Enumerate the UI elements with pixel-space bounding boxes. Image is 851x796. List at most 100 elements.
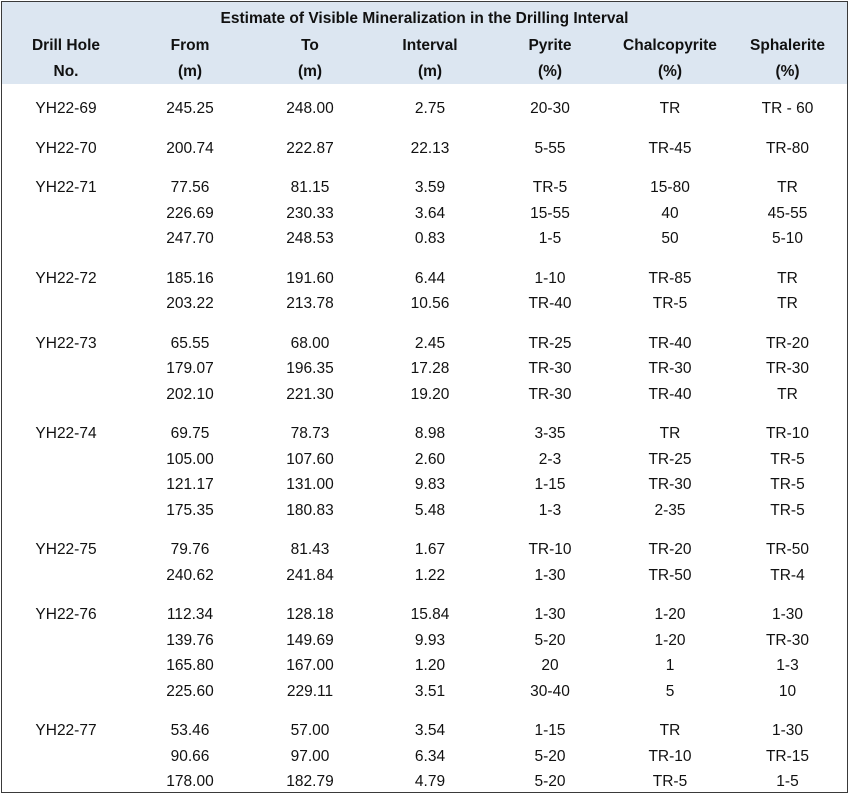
- sphalerite-cell: TR-5: [770, 476, 805, 493]
- interval-cell: 4.79: [414, 773, 446, 790]
- drill-hole-group: YH22-70 200.74 222.87 22.13 5-55 TR-45 TR-80: [2, 136, 847, 162]
- sphalerite-cell: TR-20: [765, 334, 810, 352]
- drill-hole-group: YH22-75 79.76 81.43 1.67 TR-10 TR-20 TR-50 240.…: [2, 537, 847, 588]
- chalcopyrite-cell: TR-30: [648, 476, 692, 493]
- pyrite-cell: 20: [541, 657, 559, 674]
- table-row: 175.35 180.83 5.48 1-3 2-35 TR-5: [2, 498, 847, 524]
- to-cell: 248.53: [286, 230, 334, 247]
- pyrite-cell: 5-20: [534, 773, 566, 790]
- sphalerite-cell: 45-55: [767, 204, 808, 222]
- interval-cell: 1.67: [414, 541, 446, 558]
- from-cell: 121.17: [166, 476, 214, 493]
- to-cell: 57.00: [290, 722, 330, 739]
- pyrite-cell: 5-20: [534, 747, 566, 765]
- header-from-line2: (m): [177, 63, 203, 80]
- table-title: Estimate of Visible Mineralization in th…: [220, 10, 629, 27]
- pyrite-cell: TR-10: [528, 541, 572, 558]
- chalcopyrite-cell: 15-80: [650, 179, 690, 196]
- pyrite-cell: 20-30: [530, 100, 570, 117]
- header-drill-hole-line1: Drill Hole: [31, 37, 101, 54]
- header-from-line1: From: [170, 37, 210, 54]
- chalcopyrite-cell: TR-30: [648, 360, 692, 377]
- chalcopyrite-cell: TR-45: [648, 139, 692, 157]
- header-pyrite: Pyrite (%): [490, 33, 610, 85]
- from-cell: 226.69: [166, 204, 214, 222]
- pyrite-cell: 1-15: [534, 722, 566, 739]
- header-pyrite-line2: (%): [537, 63, 563, 80]
- from-cell: 165.80: [166, 657, 214, 674]
- pyrite-cell: TR-30: [528, 385, 572, 403]
- from-cell: 139.76: [166, 631, 214, 649]
- pyrite-cell: 15-55: [530, 204, 570, 222]
- pyrite-cell: TR-25: [528, 334, 572, 352]
- chalcopyrite-cell: 40: [661, 204, 679, 222]
- to-cell: 81.43: [290, 541, 330, 558]
- to-cell: 167.00: [286, 657, 334, 674]
- table-row: 226.69 230.33 3.64 15-55 40 45-55: [2, 201, 847, 227]
- from-cell: 240.62: [166, 566, 214, 584]
- to-cell: 78.73: [290, 425, 330, 442]
- sphalerite-cell: TR: [777, 179, 798, 196]
- drill-hole-id-cell: YH22-76: [35, 606, 97, 623]
- from-cell: 178.00: [166, 773, 214, 790]
- from-cell: 225.60: [166, 682, 214, 700]
- pyrite-cell: 1-15: [534, 476, 566, 493]
- table-row: 165.80 167.00 1.20 20 1 1-3: [2, 653, 847, 679]
- drill-hole-id-cell: YH22-74: [35, 425, 97, 442]
- header-to-line1: To: [301, 37, 319, 54]
- from-cell: 202.10: [166, 385, 214, 403]
- header-pyrite-line1: Pyrite: [528, 37, 572, 54]
- interval-cell: 8.98: [414, 425, 446, 442]
- table-row: 121.17 131.00 9.83 1-15 TR-30 TR-5: [2, 472, 847, 498]
- sphalerite-cell: TR: [777, 295, 798, 312]
- sphalerite-cell: TR - 60: [761, 100, 814, 117]
- chalcopyrite-cell: TR-40: [648, 385, 692, 403]
- interval-cell: 1.22: [414, 566, 446, 584]
- drill-hole-id-cell: YH22-77: [35, 722, 97, 739]
- chalcopyrite-cell: TR: [659, 425, 681, 442]
- sphalerite-cell: 10: [778, 682, 797, 700]
- sphalerite-cell: TR-50: [765, 541, 810, 558]
- interval-cell: 1.20: [414, 657, 446, 674]
- to-cell: 149.69: [286, 631, 334, 649]
- to-cell: 230.33: [286, 204, 334, 222]
- header-chalcopyrite: Chalcopyrite (%): [610, 33, 730, 85]
- interval-cell: 9.93: [414, 631, 446, 649]
- drill-hole-id-cell: YH22-73: [35, 334, 97, 352]
- pyrite-cell: 1-30: [534, 606, 566, 623]
- table-row: 178.00 182.79 4.79 5-20 TR-5 1-5: [2, 769, 847, 795]
- drill-hole-id-cell: YH22-69: [35, 100, 97, 117]
- table-row: YH22-69 245.25 248.00 2.75 20-30 TR TR - 60: [2, 96, 847, 122]
- drill-hole-group: YH22-69 245.25 248.00 2.75 20-30 TR TR - 60: [2, 96, 847, 122]
- pyrite-cell: 2-3: [538, 450, 562, 468]
- chalcopyrite-cell: TR: [659, 100, 681, 117]
- from-cell: 203.22: [166, 295, 214, 312]
- pyrite-cell: 3-35: [534, 425, 566, 442]
- header-sphalerite: Sphalerite (%): [730, 33, 845, 85]
- chalcopyrite-cell: TR-85: [648, 269, 692, 287]
- sphalerite-cell: TR-5: [770, 501, 805, 519]
- chalcopyrite-cell: 1: [665, 657, 675, 674]
- table-row: YH22-77 53.46 57.00 3.54 1-15 TR 1-30: [2, 718, 847, 744]
- sphalerite-cell: TR: [777, 269, 798, 287]
- header-sphalerite-line1: Sphalerite: [750, 37, 825, 54]
- chalcopyrite-cell: 1-20: [654, 606, 686, 623]
- chalcopyrite-cell: 2-35: [654, 501, 686, 519]
- chalcopyrite-cell: TR-50: [648, 566, 692, 584]
- drill-hole-id-cell: YH22-72: [35, 269, 97, 287]
- to-cell: 191.60: [286, 269, 334, 287]
- chalcopyrite-cell: 50: [661, 230, 679, 247]
- from-cell: 112.34: [166, 606, 214, 623]
- interval-cell: 2.45: [414, 334, 446, 352]
- header-chalcopyrite-line1: Chalcopyrite: [623, 37, 717, 54]
- chalcopyrite-cell: TR-25: [648, 450, 692, 468]
- header-interval: Interval (m): [370, 33, 490, 85]
- table-body: YH22-69 245.25 248.00 2.75 20-30 TR TR - 60 YH2…: [2, 84, 847, 795]
- drill-hole-group: YH22-74 69.75 78.73 8.98 3-35 TR TR-10 105.00 10…: [2, 421, 847, 523]
- from-cell: 247.70: [166, 230, 214, 247]
- pyrite-cell: 1-5: [538, 230, 562, 247]
- table-row: 203.22 213.78 10.56 TR-40 TR-5 TR: [2, 291, 847, 317]
- interval-cell: 2.75: [414, 100, 446, 117]
- header-to-line2: (m): [297, 63, 323, 80]
